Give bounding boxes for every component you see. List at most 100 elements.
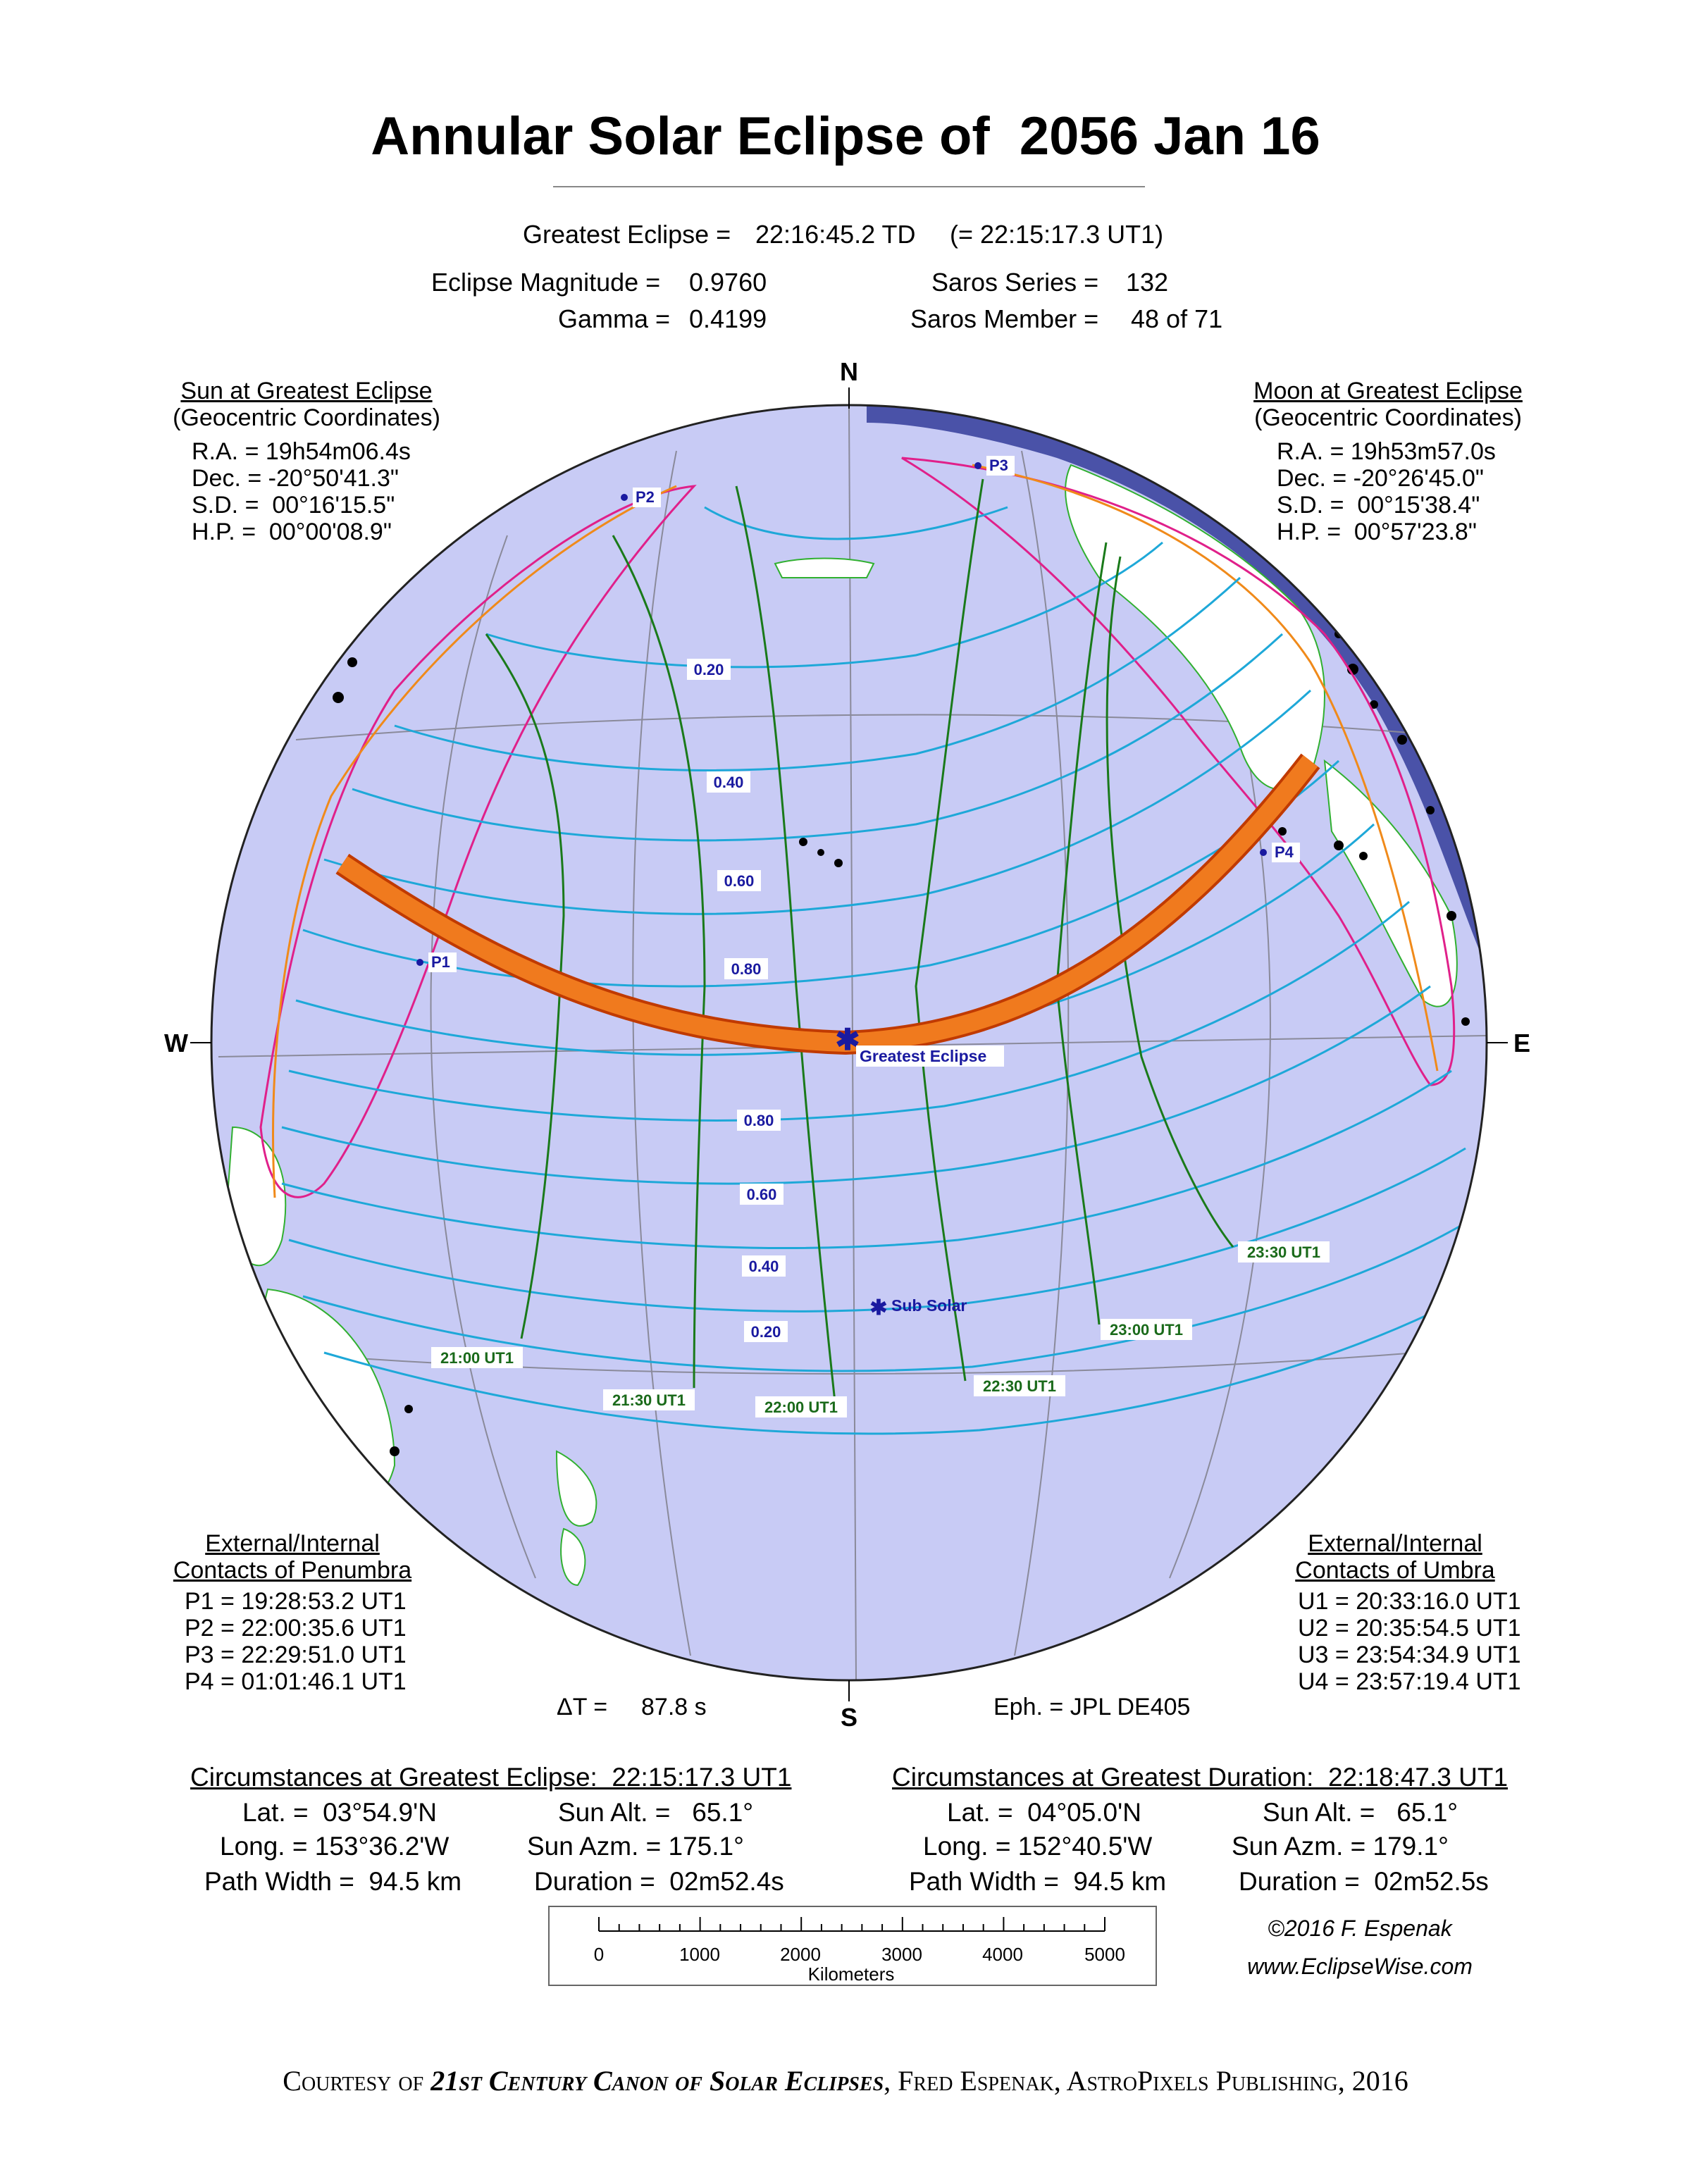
contact-p3: P3 = 22:29:51.0 UT1 <box>185 1642 407 1668</box>
contact-point-p3: P3 <box>974 456 1015 476</box>
svg-text:0.40: 0.40 <box>749 1258 779 1275</box>
scale-unit: Kilometers <box>808 1963 895 1985</box>
time-label: 21:00 UT1 <box>431 1347 523 1368</box>
svg-text:21:00 UT1: 21:00 UT1 <box>440 1349 514 1367</box>
asterisk-icon: ✱ <box>869 1296 887 1320</box>
contact-p4: P4 = 01:01:46.1 UT1 <box>185 1668 407 1695</box>
scale-tick-label: 2000 <box>780 1944 821 1965</box>
gd-long: Long. = 152°40.5'W <box>923 1832 1153 1861</box>
greatest-eclipse-ut: (= 22:15:17.3 UT1) <box>950 220 1164 249</box>
svg-text:P1: P1 <box>431 953 450 971</box>
svg-text:P2: P2 <box>636 488 655 506</box>
penumbra-contacts: P1 = 19:28:53.2 UT1 P2 = 22:00:35.6 UT1 … <box>185 1588 407 1695</box>
sun-ra: R.A. = 19h54m06.4s <box>192 438 411 465</box>
scale-tick-label: 5000 <box>1084 1944 1125 1965</box>
asterisk-icon: ✱ <box>835 1023 860 1056</box>
saros-series-label: Saros Series = <box>931 268 1099 297</box>
svg-text:0.80: 0.80 <box>744 1112 774 1129</box>
time-label: 23:30 UT1 <box>1238 1241 1330 1262</box>
gd-duration: Duration = 02m52.5s <box>1239 1867 1489 1896</box>
time-label: 22:30 UT1 <box>974 1375 1065 1396</box>
time-label: 22:00 UT1 <box>755 1396 847 1417</box>
contact-point-p4: P4 <box>1260 843 1300 862</box>
scale-tick-label: 0 <box>594 1944 604 1965</box>
penumbra-heading-2: Contacts of Penumbra <box>173 1557 412 1584</box>
annular-path <box>337 755 1318 1053</box>
saros-member-value: 48 of 71 <box>1131 304 1223 333</box>
moon-subheading: (Geocentric Coordinates) <box>1254 404 1522 431</box>
compass-north: N <box>840 357 858 386</box>
time-label: 23:00 UT1 <box>1101 1319 1192 1340</box>
ephemeris: Eph. = JPL DE405 <box>993 1694 1191 1720</box>
penumbra-heading-1: External/Internal <box>205 1530 380 1557</box>
compass-west: W <box>164 1029 188 1057</box>
svg-text:23:00 UT1: 23:00 UT1 <box>1110 1321 1183 1339</box>
sun-sd: S.D. = 00°16'15.5" <box>192 492 395 519</box>
gd-lat: Lat. = 04°05.0'N <box>947 1798 1141 1827</box>
gamma-value: 0.4199 <box>689 304 767 333</box>
svg-text:0.60: 0.60 <box>724 872 755 890</box>
magnitude-label: 0.20 <box>744 1321 788 1342</box>
delta-t-label: ΔT = <box>557 1694 608 1720</box>
magnitude-label-group: 0.20 0.40 0.60 0.80 0.80 0.60 0.40 0.20 <box>687 659 788 1342</box>
magnitude-label: 0.40 <box>742 1255 786 1277</box>
moon-heading: Moon at Greatest Eclipse <box>1253 378 1523 404</box>
sun-block: Sun at Greatest Eclipse (Geocentric Coor… <box>169 378 444 431</box>
scale-bar: 0 1000 2000 3000 4000 5000 Kilometers <box>594 1917 1125 1985</box>
moon-sd: S.D. = 00°15'38.4" <box>1277 492 1480 519</box>
ge-duration: Duration = 02m52.4s <box>534 1867 784 1896</box>
magnitude-label: 0.40 <box>707 771 750 793</box>
footer-book-title: 21st Century Canon of Solar Eclipses <box>431 2065 884 2097</box>
magnitude-label: 0.60 <box>717 870 761 891</box>
moon-dec: Dec. = -20°26'45.0" <box>1277 465 1484 492</box>
title-divider <box>553 186 1145 187</box>
gamma-label: Gamma = <box>558 304 671 333</box>
sun-hp: H.P. = 00°00'08.9" <box>192 519 392 545</box>
sun-coordinates: R.A. = 19h54m06.4s Dec. = -20°50'41.3" S… <box>192 438 411 545</box>
contact-u4: U4 = 23:57:19.4 UT1 <box>1298 1668 1521 1695</box>
circ-greatest-duration-heading: Circumstances at Greatest Duration: 22:1… <box>892 1763 1509 1792</box>
svg-text:P4: P4 <box>1275 843 1294 861</box>
svg-text:0.40: 0.40 <box>714 774 744 791</box>
magnitude-lines <box>281 506 1473 1435</box>
gd-sun-azm: Sun Azm. = 179.1° <box>1232 1832 1449 1861</box>
gd-path-width: Path Width = 94.5 km <box>909 1867 1167 1896</box>
time-label-group: 21:00 UT1 21:30 UT1 22:00 UT1 22:30 UT1 … <box>431 1241 1330 1417</box>
copyright: ©2016 F. Espenak <box>1268 1916 1452 1941</box>
footer-publisher: , Fred Espenak, AstroPixels Publishing, … <box>884 2065 1408 2097</box>
svg-text:22:30 UT1: 22:30 UT1 <box>983 1377 1056 1395</box>
contact-points: P1 P2 P3 P4 <box>416 456 1300 972</box>
footer: Courtesy of 21st Century Canon of Solar … <box>0 2064 1691 2097</box>
magnitude-label: 0.80 <box>724 958 768 979</box>
greatest-eclipse-label: Greatest Eclipse = <box>523 220 731 249</box>
sub-solar-marker: ✱ Sub Solar <box>869 1296 967 1320</box>
contact-point-p1: P1 <box>416 953 457 972</box>
svg-text:0.20: 0.20 <box>751 1323 781 1341</box>
scale-tick-label: 1000 <box>679 1944 720 1965</box>
sub-solar-label: Sub Solar <box>891 1296 967 1315</box>
svg-text:22:00 UT1: 22:00 UT1 <box>764 1398 838 1416</box>
penumbra-block: External/Internal Contacts of Penumbra <box>169 1530 416 1584</box>
saros-member-label: Saros Member = <box>910 304 1099 333</box>
compass-east: E <box>1513 1029 1530 1057</box>
circ-greatest-eclipse-heading: Circumstances at Greatest Eclipse: 22:15… <box>190 1763 792 1792</box>
scale-bar-box <box>548 1906 1157 1986</box>
moon-coordinates: R.A. = 19h53m57.0s Dec. = -20°26'45.0" S… <box>1277 438 1496 545</box>
credit-block: ©2016 F. Espenak www.EclipseWise.com <box>1226 1909 1494 1985</box>
contact-u1: U1 = 20:33:16.0 UT1 <box>1298 1588 1521 1615</box>
ge-long: Long. = 153°36.2'W <box>220 1832 450 1861</box>
contact-p2: P2 = 22:00:35.6 UT1 <box>185 1615 407 1642</box>
svg-text:21:30 UT1: 21:30 UT1 <box>612 1391 686 1409</box>
magnitude-value: 0.9760 <box>689 268 767 297</box>
footer-courtesy: Courtesy of <box>283 2065 431 2097</box>
magnitude-label: 0.60 <box>740 1184 783 1205</box>
saros-series-value: 132 <box>1126 268 1169 297</box>
contact-u3: U3 = 23:54:34.9 UT1 <box>1298 1642 1521 1668</box>
umbra-heading-2: Contacts of Umbra <box>1295 1557 1495 1584</box>
penumbral-limits <box>259 457 1456 1198</box>
website-link[interactable]: www.EclipseWise.com <box>1247 1954 1473 1979</box>
magnitude-label: 0.20 <box>687 659 731 680</box>
globe <box>211 405 1487 1680</box>
umbra-block: External/Internal Contacts of Umbra <box>1282 1530 1508 1584</box>
